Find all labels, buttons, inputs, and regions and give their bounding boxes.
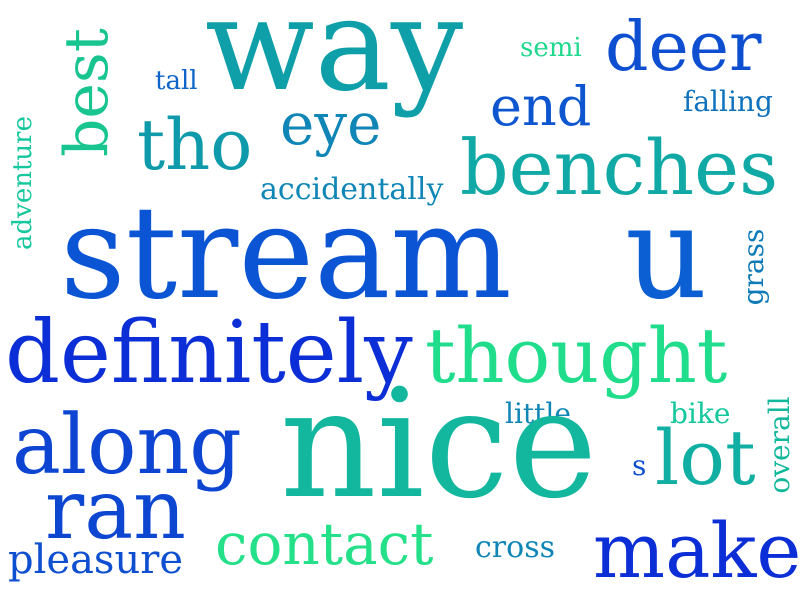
- word-ran: ran: [45, 463, 186, 558]
- word-falling: falling: [683, 85, 773, 118]
- word-best: best: [52, 28, 122, 157]
- word-cross: cross: [475, 530, 555, 565]
- word-tho: tho: [137, 104, 253, 186]
- word-nice: nice: [280, 358, 598, 532]
- word-deer: deer: [605, 8, 762, 87]
- word-stream: stream: [60, 179, 512, 328]
- word-make: make: [593, 506, 800, 595]
- word-little: little: [505, 397, 571, 430]
- word-along: along: [12, 398, 242, 493]
- word-bike: bike: [670, 397, 731, 430]
- word-grass: grass: [737, 228, 770, 306]
- word-definitely: definitely: [5, 303, 413, 403]
- word-eye: eye: [280, 90, 382, 158]
- word-way: way: [205, 0, 464, 120]
- word-adventure: adventure: [8, 116, 38, 250]
- word-tall: tall: [155, 66, 198, 96]
- word-end: end: [490, 75, 592, 138]
- word-contact: contact: [215, 510, 434, 578]
- word-s: s: [632, 449, 647, 482]
- word-overall: overall: [763, 396, 796, 494]
- word-benches: benches: [460, 123, 779, 212]
- word-thought: thought: [425, 311, 728, 400]
- word-pleasure: pleasure: [8, 537, 183, 583]
- word-lot: lot: [655, 413, 756, 502]
- word-u: u: [625, 179, 708, 328]
- word-accidentally: accidentally: [260, 172, 444, 207]
- word-semi: semi: [520, 33, 582, 63]
